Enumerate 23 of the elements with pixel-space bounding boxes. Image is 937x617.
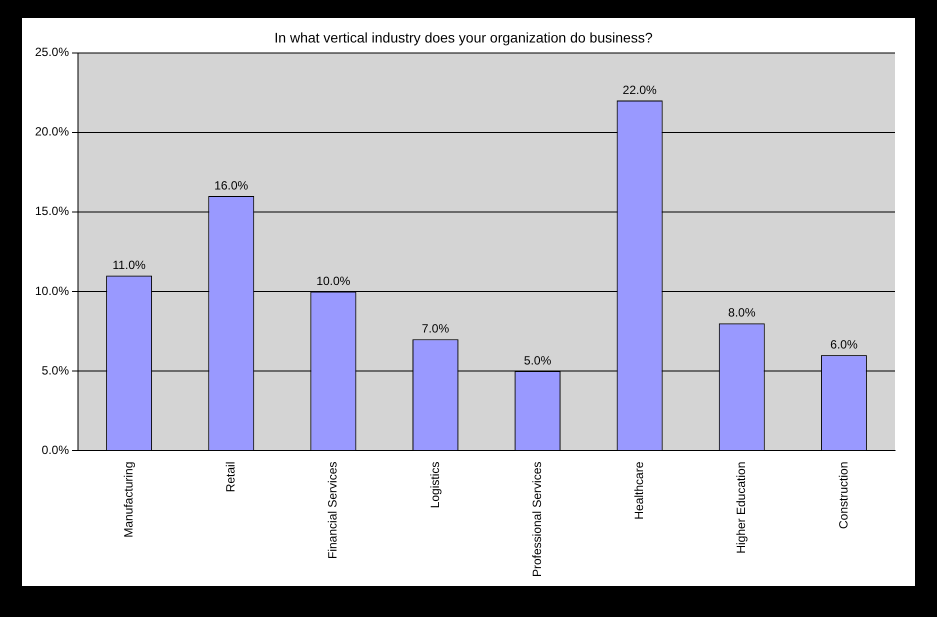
data-label: 7.0%: [422, 322, 450, 336]
y-tick-label: 0.0%: [42, 442, 70, 457]
data-label: 11.0%: [112, 258, 146, 272]
y-tick-label: 10.0%: [34, 284, 70, 298]
x-tick-label: Professional Services: [530, 462, 544, 578]
chart-title: In what vertical industry does your organization do business?: [274, 29, 653, 46]
x-tick-label: Higher Education: [734, 462, 748, 554]
data-label: 6.0%: [830, 337, 858, 352]
x-tick-label: Retail: [224, 462, 238, 492]
x-tick-label: Logistics: [428, 462, 442, 508]
y-tick-label: 5.0%: [42, 363, 70, 378]
y-tick-label: 20.0%: [34, 124, 70, 139]
x-tick-label: Construction: [836, 462, 850, 529]
data-label: 8.0%: [728, 306, 756, 320]
data-label: 16.0%: [214, 178, 249, 192]
x-tick-label: Manufacturing: [121, 462, 136, 538]
x-tick-label: Healthcare: [632, 461, 646, 520]
y-tick-label: 25.0%: [34, 45, 70, 60]
data-label: 22.0%: [622, 82, 658, 97]
y-tick-label: 15.0%: [34, 204, 70, 218]
data-label: 10.0%: [316, 274, 351, 288]
x-tick-label: Financial Services: [326, 462, 340, 559]
data-label: 5.0%: [524, 353, 552, 368]
